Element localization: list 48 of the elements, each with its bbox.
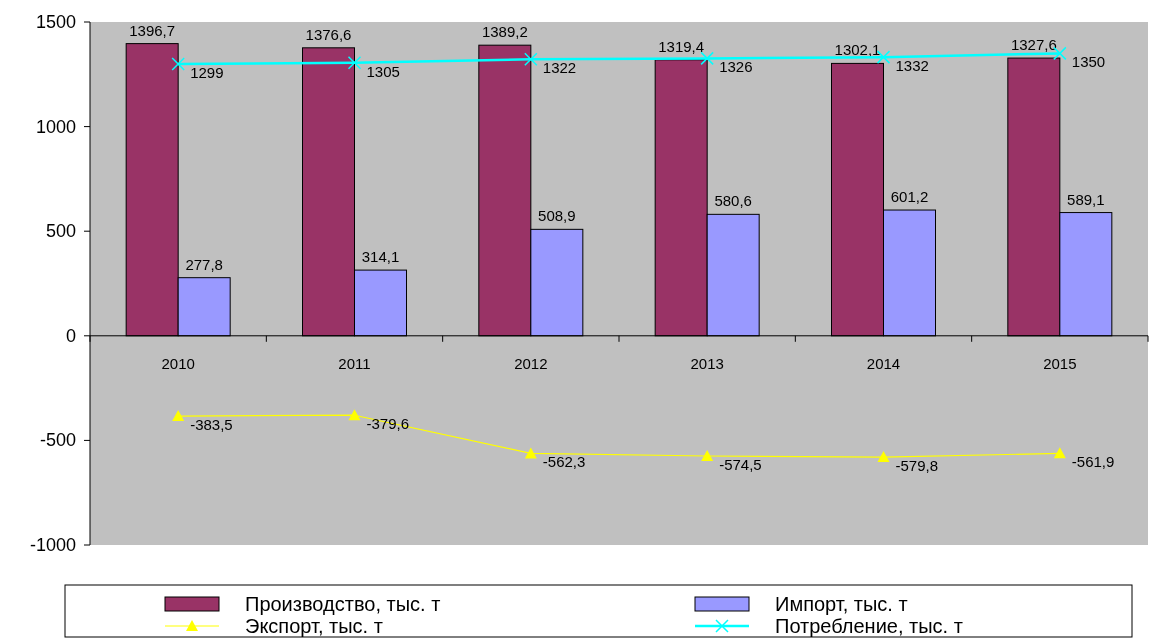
point — [877, 451, 890, 463]
data-label: 1350 — [1071, 53, 1106, 71]
point — [171, 57, 185, 71]
data-label: 1389,2 — [481, 23, 528, 41]
legend-label: Импорт, тыс. т — [775, 593, 908, 615]
point — [347, 56, 362, 70]
y-tick-label: 500 — [45, 221, 76, 242]
data-label: 1319,4 — [658, 37, 705, 55]
data-label: -574,5 — [719, 455, 762, 473]
x-tick-label: 2015 — [1043, 354, 1077, 372]
data-label: 508,9 — [538, 207, 576, 225]
point — [172, 410, 185, 422]
data-label: 1376,6 — [305, 25, 352, 43]
x-tick-label: 2012 — [514, 354, 548, 372]
data-label: 1332 — [895, 57, 929, 75]
legend-label: Потребление, тыс. т — [775, 615, 963, 637]
data-label: -562,3 — [542, 453, 586, 471]
data-label: 1322 — [542, 59, 577, 77]
point — [524, 52, 538, 66]
legend-label: Производство, тыс. т — [245, 593, 441, 615]
data-label: 589,1 — [1067, 190, 1105, 208]
legend-label: Экспорт, тыс. т — [245, 615, 383, 637]
x-tick-label: 2013 — [690, 354, 724, 372]
data-label: 580,6 — [714, 192, 752, 210]
x-tick-label: 2011 — [338, 354, 371, 372]
data-label: -579,8 — [895, 457, 939, 475]
x-tick-label: 2014 — [866, 354, 901, 372]
data-label: 314,1 — [361, 248, 400, 266]
point — [701, 449, 714, 461]
y-tick-label: 1500 — [35, 12, 76, 32]
point — [1053, 447, 1066, 459]
data-label: 1305 — [366, 62, 400, 80]
data-label: 1327,6 — [1010, 36, 1057, 54]
data-label: 601,2 — [890, 188, 929, 206]
data-label: 277,8 — [185, 255, 223, 273]
data-label: 1396,7 — [129, 21, 176, 39]
data-label: 1299 — [190, 64, 224, 82]
data-label: 1302,1 — [834, 41, 881, 59]
y-tick-label: -1000 — [29, 535, 76, 555]
data-label: 1326 — [719, 58, 753, 76]
y-tick-label: 0 — [65, 325, 76, 346]
x-tick-label: 2010 — [161, 354, 195, 372]
y-tick-label: -500 — [39, 430, 76, 451]
data-label: -383,5 — [190, 416, 233, 434]
y-tick-label: 1000 — [35, 116, 76, 137]
point — [524, 447, 537, 459]
point — [348, 409, 361, 421]
data-label: -561,9 — [1071, 453, 1115, 471]
